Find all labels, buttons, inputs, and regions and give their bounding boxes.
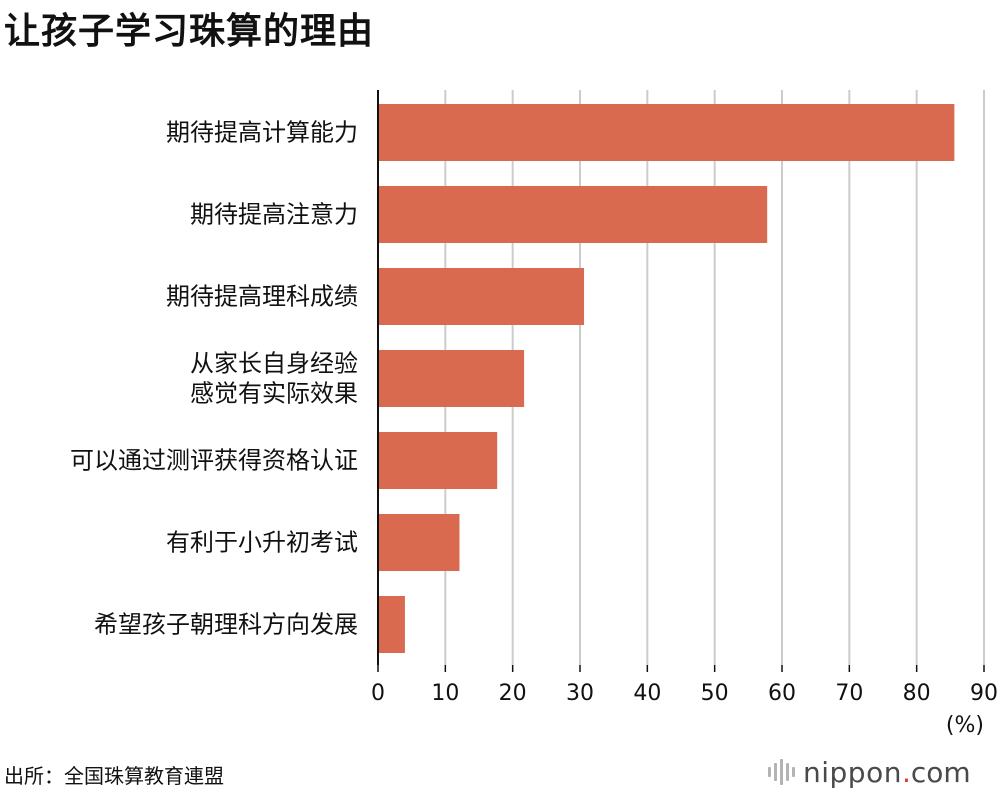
x-tick-label: 50 [701,681,729,706]
bar [378,514,460,571]
x-tick-label: 70 [835,681,863,706]
x-tick-label: 10 [431,681,459,706]
chart-title: 让孩子学习珠算的理由 [4,11,375,52]
category-label: 希望孩子朝理科方向发展 [94,611,358,639]
category-label: 期待提高理科成绩 [166,283,358,311]
x-tick-label: 60 [768,681,796,706]
brand-dot: . [901,755,911,789]
category-label: 感觉有实际效果 [190,380,358,408]
x-tick-label: 40 [633,681,661,706]
brand-name: nippon [803,755,902,789]
category-label: 从家长自身经验 [190,350,358,378]
nippon-logo: nippon. com [768,752,1000,792]
x-tick-label: 80 [903,681,931,706]
bar [378,268,585,325]
category-label: 可以通过测评获得资格认证 [70,447,358,475]
bar [378,186,768,243]
bar [378,104,955,161]
x-tick-label: 90 [970,681,998,706]
bar [378,350,525,407]
source-note: 出所：全国珠算教育連盟 [4,764,224,788]
category-label: 期待提高计算能力 [166,119,358,147]
bar [378,596,405,653]
x-tick-label: 30 [566,681,594,706]
unit-label: (%) [946,713,984,738]
brand-tld: com [910,755,971,789]
brand-bars-icon [768,759,795,785]
category-label: 期待提高注意力 [190,201,358,229]
category-label: 有利于小升初考试 [166,529,358,557]
x-tick-label: 0 [371,681,385,706]
x-tick-label: 20 [499,681,527,706]
bar [378,432,498,489]
